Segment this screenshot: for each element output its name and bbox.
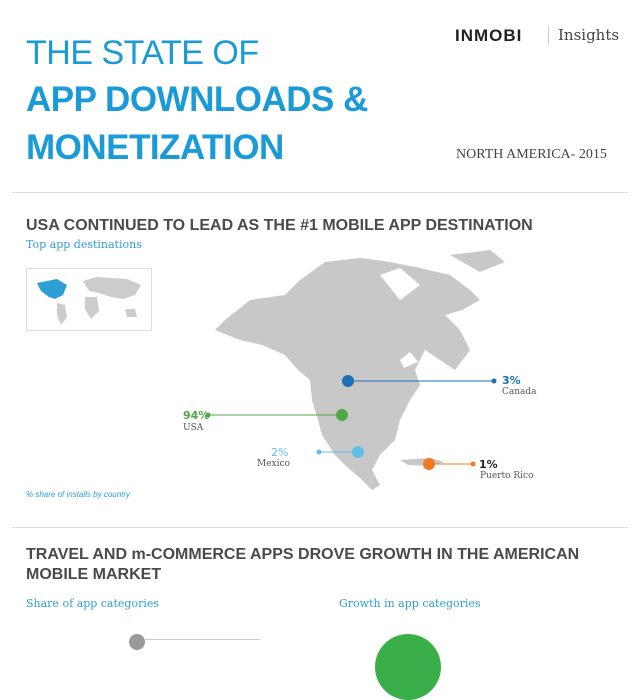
section1-subheading: Top app destinations: [26, 238, 142, 251]
usa-label: USA: [183, 423, 204, 433]
title-line-1: THE STATE OF: [26, 34, 259, 72]
chart-marker: [129, 634, 145, 650]
mexico-pin-icon: [352, 446, 364, 458]
section2-heading-line2: MOBILE MARKET: [26, 566, 162, 583]
divider: [12, 527, 628, 528]
canada-label: Canada: [502, 387, 537, 397]
region-label: NORTH AMERICA- 2015: [456, 147, 607, 162]
growth-bubble: [375, 634, 441, 700]
share-subheading: Share of app categories: [26, 597, 160, 610]
usa-pin-icon: [336, 409, 348, 421]
growth-subheading: Growth in app categories: [339, 597, 481, 610]
section1-heading: USA CONTINUED TO LEAD AS THE #1 MOBILE A…: [26, 217, 533, 234]
map-footnote: % share of installs by country: [26, 490, 131, 499]
logo-suffix: Insights: [558, 26, 620, 44]
mexico-share: 2%: [271, 446, 289, 459]
map-connectors: [205, 375, 497, 470]
mexico-label: Mexico: [257, 459, 290, 469]
title-line-3: MONETIZATION: [26, 128, 284, 167]
puerto-rico-share: 1%: [479, 458, 498, 471]
logo-divider: [548, 26, 549, 44]
north-america-map: [215, 250, 505, 490]
inmobi-logo: INMOBI: [455, 26, 523, 45]
divider: [12, 192, 628, 193]
world-map-inset: [26, 268, 152, 331]
section2-heading-line1: TRAVEL AND m-COMMERCE APPS DROVE GROWTH …: [26, 546, 580, 563]
usa-share: 94%: [183, 409, 210, 422]
puerto-rico-label: Puerto Rico: [480, 471, 534, 481]
canada-share: 3%: [502, 374, 521, 387]
canada-pin-icon: [342, 375, 354, 387]
title-line-2: APP DOWNLOADS &: [26, 80, 368, 119]
puerto-rico-pin-icon: [423, 458, 435, 470]
